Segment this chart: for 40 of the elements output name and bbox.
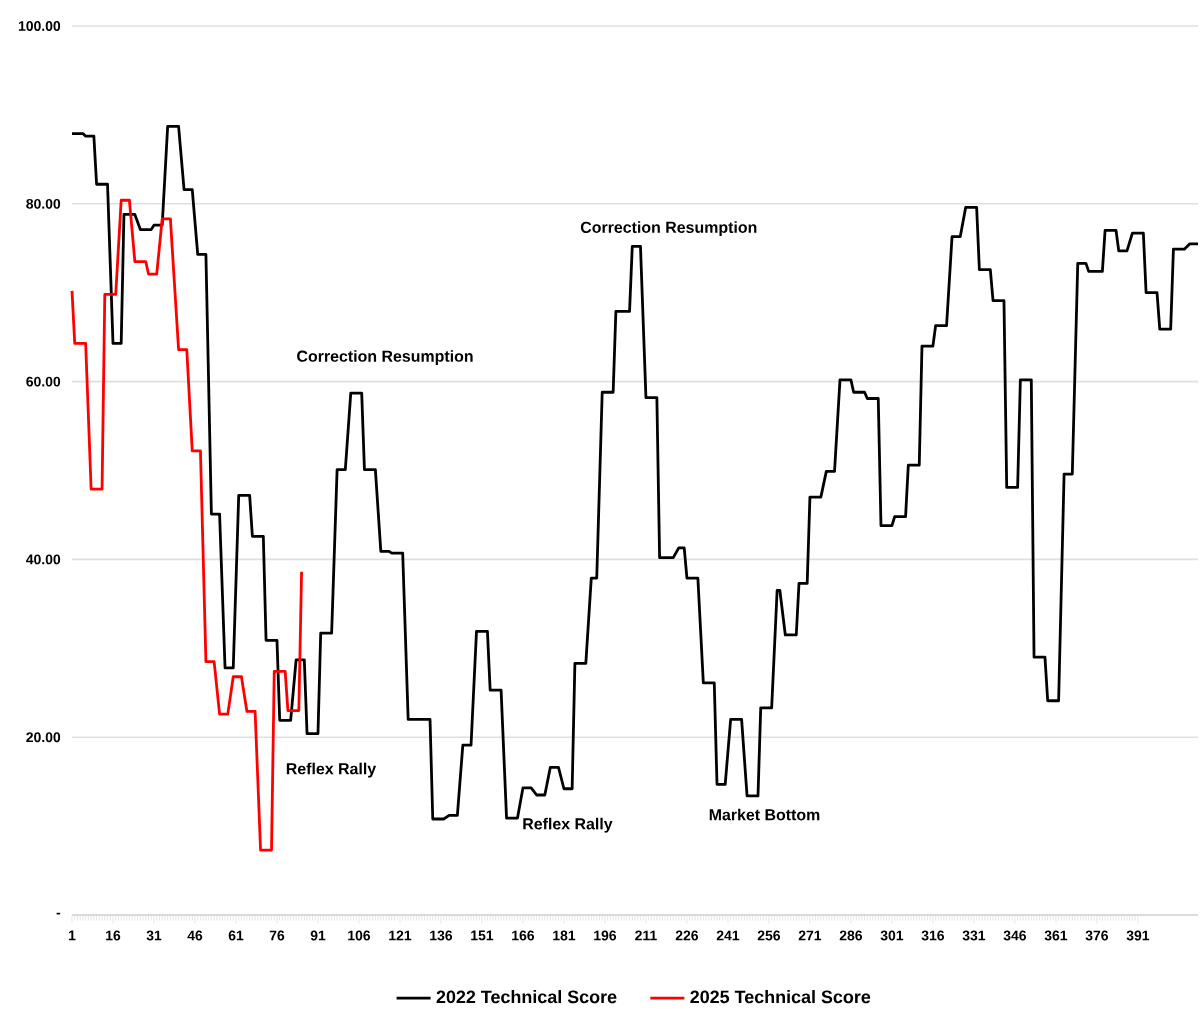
annotation: Reflex Rally <box>286 762 377 778</box>
x-tick-label: 241 <box>716 930 740 941</box>
x-tick-label: 316 <box>921 930 945 941</box>
x-tick-label: 211 <box>635 930 657 941</box>
x-tick-label: 166 <box>512 930 535 941</box>
y-tick-label: - <box>56 912 61 915</box>
y-tick-label: 40.00 <box>26 554 61 565</box>
x-tick-label: 76 <box>269 930 285 941</box>
annotation: Reflex Rally <box>523 817 613 833</box>
x-tick-label: 121 <box>389 930 412 941</box>
y-tick-label: 60.00 <box>26 376 61 387</box>
y-tick-label: 80.00 <box>26 198 61 209</box>
x-tick-label: 151 <box>471 930 494 941</box>
x-tick-label: 271 <box>798 930 822 941</box>
legend-label: 2022 Technical Score <box>436 990 617 1004</box>
x-tick-label: 256 <box>757 930 781 941</box>
legend-label: 2025 Technical Score <box>690 990 871 1004</box>
x-tick-label: 16 <box>106 930 121 941</box>
x-tick-label: 346 <box>1003 930 1027 941</box>
x-tick-label: 1 <box>69 930 76 941</box>
y-tick-label: 20.00 <box>26 732 61 743</box>
x-tick-label: 301 <box>880 930 904 941</box>
x-tick-label: 376 <box>1085 930 1109 941</box>
x-tick-label: 46 <box>187 930 203 941</box>
x-tick-label: 181 <box>553 930 576 941</box>
x-tick-label: 331 <box>962 930 986 941</box>
x-tick-label: 91 <box>310 930 326 941</box>
x-tick-label: 136 <box>430 930 453 941</box>
x-tick-label: 106 <box>348 930 371 941</box>
x-tick-label: 226 <box>675 930 699 941</box>
x-tick-label: 61 <box>228 930 244 941</box>
annotation: Market Bottom <box>709 808 820 821</box>
annotation: Correction Resumption <box>297 350 473 366</box>
y-tick-label: 100.00 <box>18 21 61 31</box>
x-tick-label: 196 <box>594 930 617 941</box>
annotation: Correction Resumption <box>580 221 757 237</box>
x-tick-label: 31 <box>146 930 162 941</box>
x-tick-label: 361 <box>1044 930 1068 941</box>
x-tick-label: 391 <box>1126 930 1150 941</box>
x-tick-label: 286 <box>839 930 863 941</box>
